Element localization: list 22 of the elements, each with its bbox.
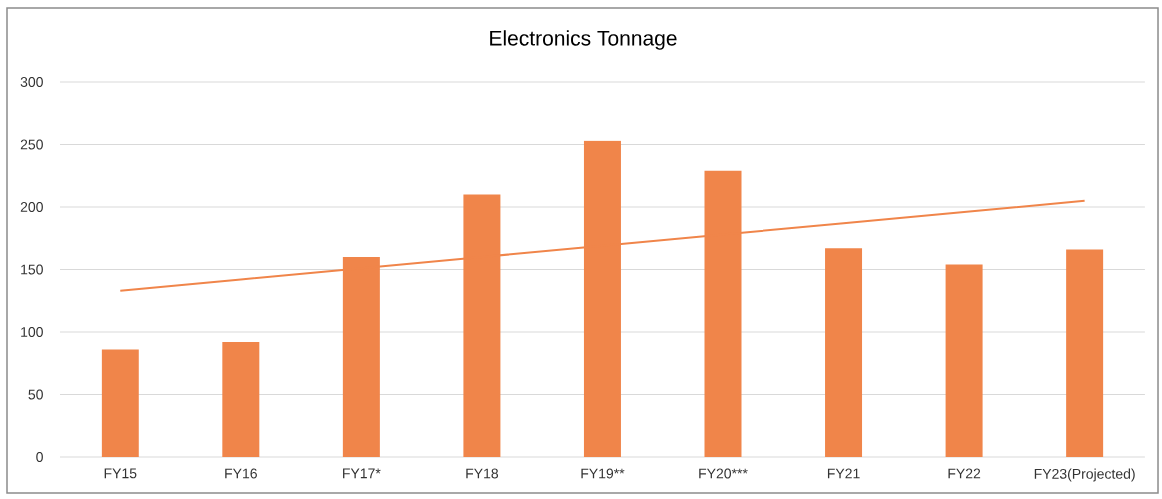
x-tick-label: FY23(Projected) xyxy=(1034,468,1135,482)
chart-title: Electronics Tonnage xyxy=(490,30,677,50)
x-tick-label: FY18 xyxy=(466,468,499,479)
bar xyxy=(1066,249,1104,457)
bar xyxy=(101,349,139,457)
bar xyxy=(945,264,983,457)
bar xyxy=(825,248,863,457)
y-tick-label: 0 xyxy=(36,452,43,462)
x-tick-label: FY21 xyxy=(827,468,860,479)
y-tick-label: 150 xyxy=(21,264,43,275)
x-tick-label: FY16 xyxy=(225,468,257,479)
y-tick-label: 50 xyxy=(28,389,43,400)
x-tick-label: FY22 xyxy=(948,468,981,479)
x-tick-label: FY19** xyxy=(581,468,625,479)
x-tick-label: FY17* xyxy=(343,468,381,479)
x-tick-label: FY15 xyxy=(104,468,137,479)
y-tick-label: 250 xyxy=(20,139,43,150)
x-tick-label: FY20*** xyxy=(699,468,748,479)
y-tick-label: 300 xyxy=(20,77,43,87)
y-tick-label: 200 xyxy=(20,202,43,212)
y-tick-label: 100 xyxy=(21,327,43,337)
bar xyxy=(222,342,260,457)
